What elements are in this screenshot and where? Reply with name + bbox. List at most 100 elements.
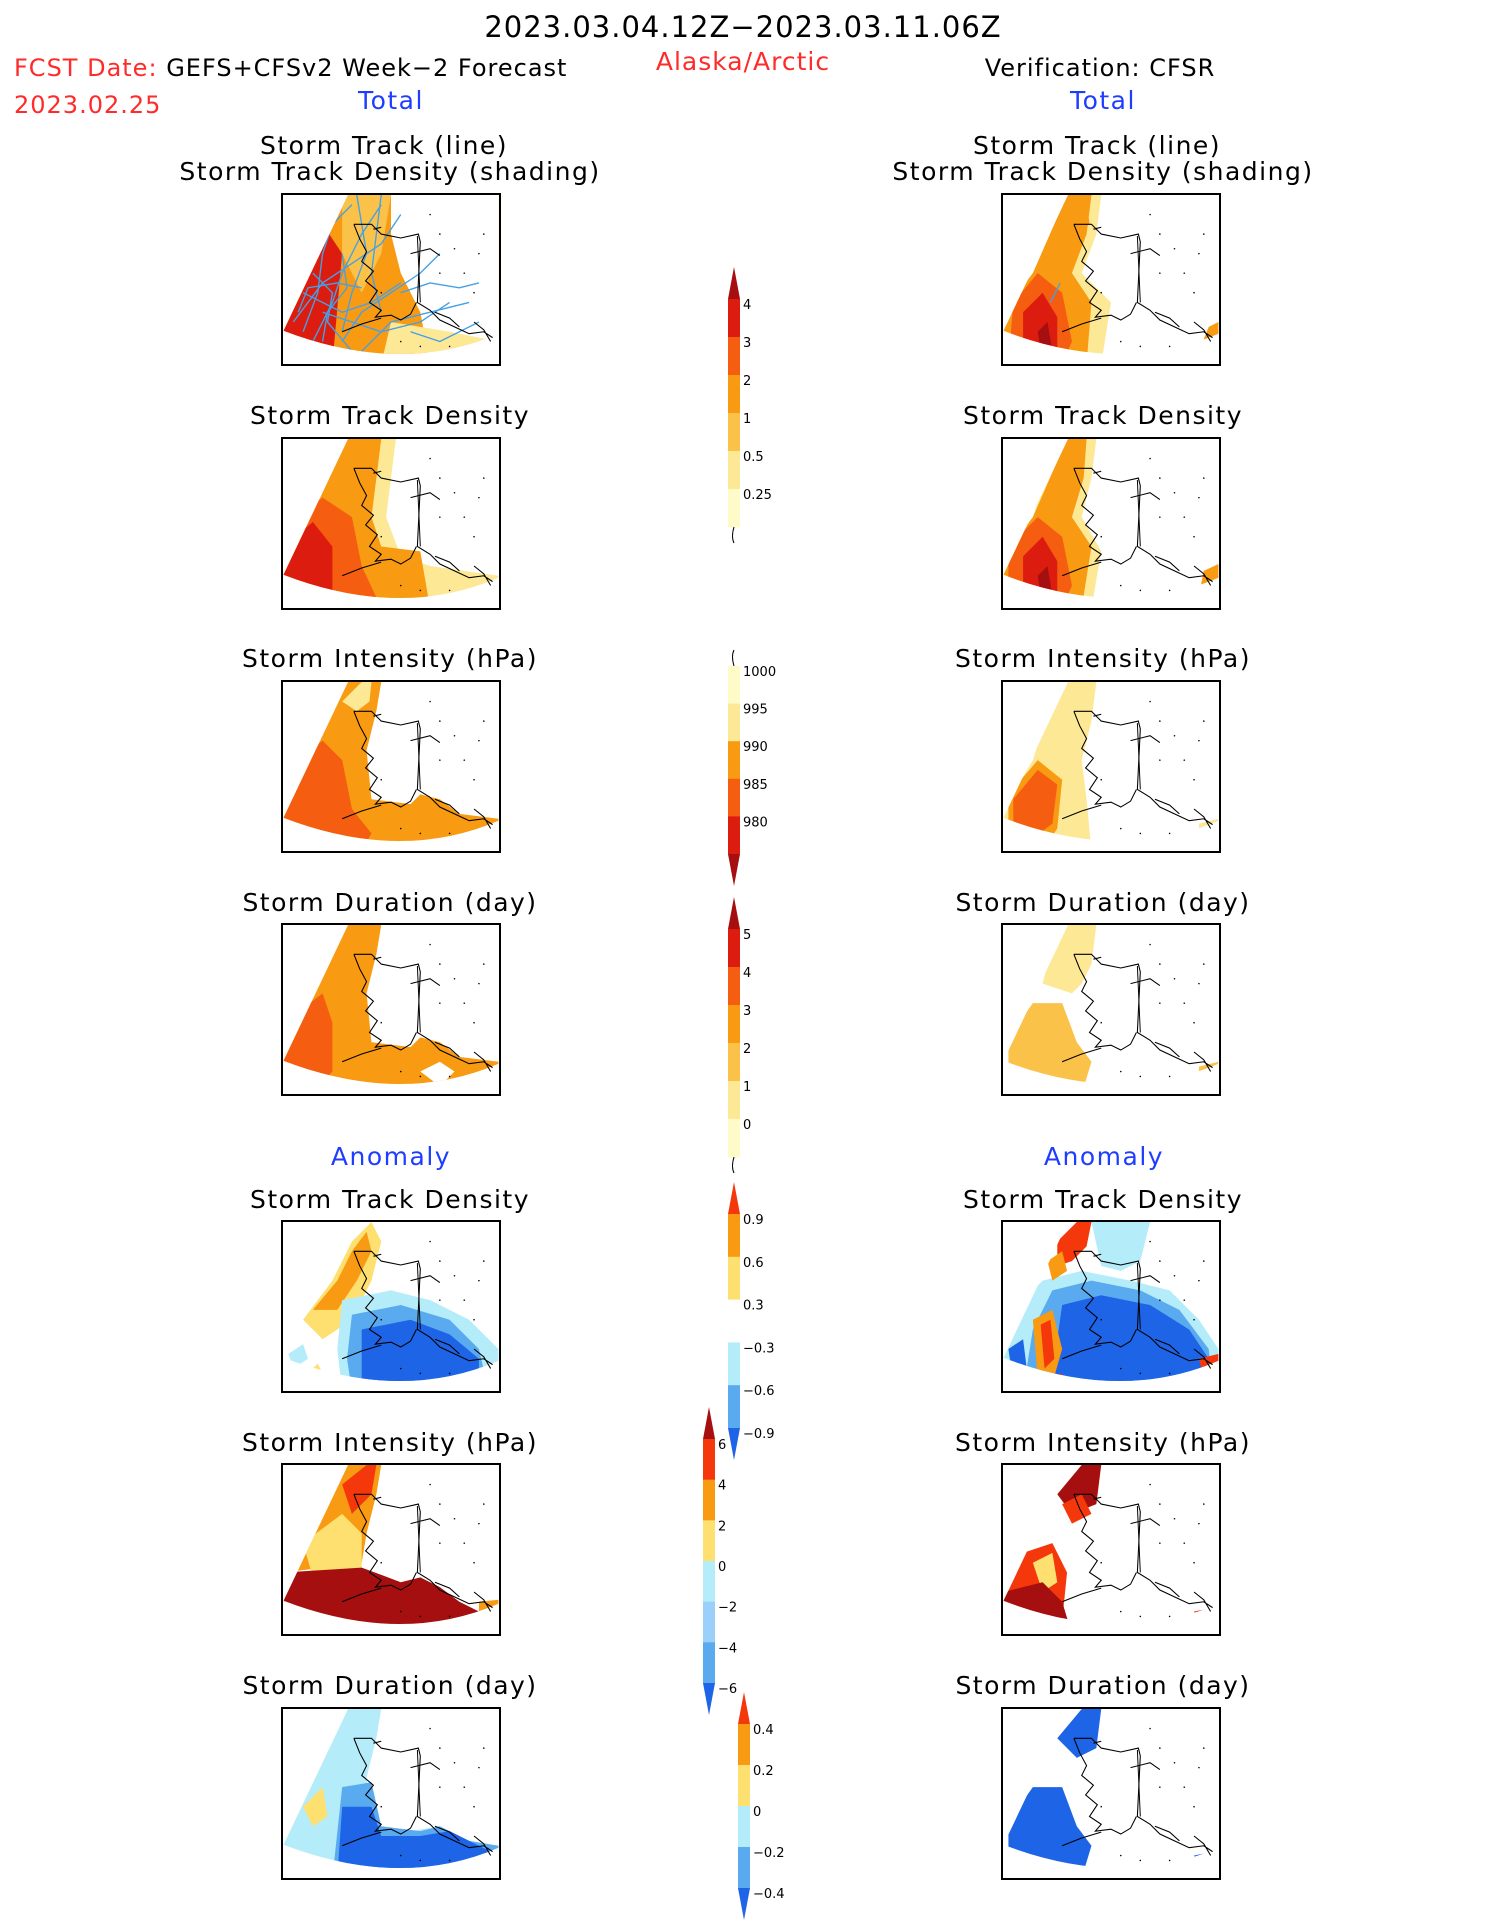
colorbar-top-triangle (728, 897, 740, 929)
colorbar-tick-label: 3 (743, 336, 751, 351)
left-duration-title: Storm Duration (day) (242, 888, 538, 917)
colorbar-tick-label: 2 (718, 1519, 726, 1534)
colorbar-segment (703, 1642, 715, 1684)
colorbar-segment (728, 1119, 740, 1158)
right-track-map (1001, 193, 1221, 366)
colorbar-tick-label: −4 (718, 1641, 737, 1656)
colorbar-tick-label: 6 (718, 1438, 726, 1453)
colorbar-duration-anom: 0.4 0.2 0 −0.2 −0.4 (735, 1690, 785, 1922)
colorbar-tick-label: 4 (743, 966, 751, 981)
colorbar-bottom-triangle (728, 1428, 740, 1460)
colorbar-segment (728, 929, 740, 968)
colorbar-tick-label: 0.6 (743, 1256, 764, 1271)
colorbar-tick-label: −6 (718, 1682, 737, 1697)
colorbar-tick-label: 1 (743, 412, 751, 427)
verification-label: Verification: CFSR (984, 54, 1216, 82)
left-density-map (281, 437, 501, 610)
colorbar-density-anom: 0.9 0.6 0.3 −0.3 −0.6 −0.9 (725, 1180, 775, 1462)
right-density-map (1001, 437, 1221, 610)
colorbar-segment (738, 1765, 750, 1807)
colorbar-segment (728, 1214, 740, 1258)
colorbar-bottom-whisker (732, 1156, 735, 1174)
colorbar-segment (728, 337, 740, 376)
colorbar-top-triangle (738, 1692, 750, 1724)
left-track-line-title: Storm Track (line) (259, 131, 509, 160)
right-anomaly-label: Anomaly (1043, 1142, 1165, 1171)
colorbar-segment (728, 703, 740, 742)
colorbar-bottom-triangle (738, 1888, 750, 1920)
left-anom-intensity-title: Storm Intensity (hPa) (242, 1428, 538, 1457)
colorbar-tick-label: 2 (743, 374, 751, 389)
colorbar-tick-label: −0.3 (743, 1341, 775, 1356)
colorbar-tick-label: −2 (718, 1601, 737, 1616)
left-duration-map (281, 923, 501, 1096)
colorbar-segment (728, 413, 740, 452)
colorbar-segment (728, 816, 740, 855)
colorbar-top-triangle (703, 1407, 715, 1439)
colorbar-bottom-triangle (728, 854, 740, 886)
colorbar-tick-label: −0.2 (753, 1846, 785, 1861)
left-anom-intensity-map (281, 1463, 501, 1636)
colorbar-segment (728, 1385, 740, 1429)
colorbar-tick-label: 0.4 (753, 1723, 774, 1738)
left-density-title: Storm Track Density (249, 401, 531, 430)
colorbar-tick-label: 4 (743, 298, 751, 313)
right-density-title: Storm Track Density (962, 401, 1244, 430)
colorbar-segment (738, 1847, 750, 1889)
right-track-shading-title: Storm Track Density (shading) (892, 157, 1314, 186)
colorbar-tick-label: 0 (753, 1805, 761, 1820)
left-intensity-title: Storm Intensity (hPa) (242, 644, 538, 673)
colorbar-segment (728, 489, 740, 528)
colorbar-top-triangle (728, 267, 740, 299)
right-anom-duration-title: Storm Duration (day) (955, 1671, 1251, 1700)
colorbar-tick-label: 1 (743, 1080, 751, 1095)
colorbar-tick-label: 2 (743, 1042, 751, 1057)
left-anom-density-title: Storm Track Density (249, 1185, 531, 1214)
colorbar-segment (728, 299, 740, 338)
colorbar-segment (738, 1724, 750, 1766)
colorbar-tick-label: −0.9 (743, 1427, 775, 1442)
left-anomaly-label: Anomaly (330, 1142, 452, 1171)
period-title: 2023.03.04.12Z−2023.03.11.06Z (484, 10, 1002, 44)
colorbar-segment (703, 1479, 715, 1521)
colorbar-segment (703, 1520, 715, 1562)
right-intensity-map (1001, 680, 1221, 853)
colorbar-tick-label: 0.5 (743, 450, 764, 465)
colorbar-density-total: 4 3 2 1 0.5 0.25 (725, 265, 772, 545)
right-track-line-title: Storm Track (line) (972, 131, 1222, 160)
right-anom-density-map (1001, 1220, 1221, 1393)
right-anom-duration-map (1001, 1707, 1221, 1880)
right-anom-intensity-map (1001, 1463, 1221, 1636)
colorbar-tick-label: 995 (743, 703, 768, 718)
colorbar-tick-label: 0.25 (743, 488, 772, 503)
colorbar-segment (728, 1299, 740, 1343)
colorbar-segment (728, 1043, 740, 1082)
colorbar-tick-label: 0.3 (743, 1299, 764, 1314)
colorbar-tick-label: 4 (718, 1479, 726, 1494)
right-anom-intensity-title: Storm Intensity (hPa) (955, 1428, 1251, 1457)
colorbar-tick-label: 980 (743, 815, 768, 830)
left-intensity-map (281, 680, 501, 853)
colorbar-tick-label: 985 (743, 778, 768, 793)
colorbar-tick-label: 0.9 (743, 1213, 764, 1228)
region-label: Alaska/Arctic (655, 47, 831, 76)
right-duration-map (1001, 923, 1221, 1096)
colorbar-segment (728, 967, 740, 1006)
colorbar-segment (703, 1601, 715, 1643)
colorbar-segment (728, 375, 740, 414)
right-total-label: Total (1070, 86, 1136, 115)
right-intensity-title: Storm Intensity (hPa) (955, 644, 1251, 673)
colorbar-segment (728, 451, 740, 490)
left-anom-density-map (281, 1220, 501, 1393)
colorbar-intensity-total: 1000 995 990 985 980 (725, 648, 776, 888)
colorbar-segment (728, 666, 740, 705)
colorbar-duration-total: 5 4 3 2 1 0 (725, 895, 765, 1175)
left-anom-duration-title: Storm Duration (day) (242, 1671, 538, 1700)
left-anom-duration-map (281, 1707, 501, 1880)
colorbar-tick-label: 990 (743, 740, 768, 755)
left-track-shading-title: Storm Track Density (shading) (179, 157, 601, 186)
colorbar-tick-label: 0.2 (753, 1764, 774, 1779)
colorbar-tick-label: 3 (743, 1004, 751, 1019)
colorbar-tick-label: 0 (718, 1560, 726, 1575)
colorbar-top-triangle (728, 1182, 740, 1214)
